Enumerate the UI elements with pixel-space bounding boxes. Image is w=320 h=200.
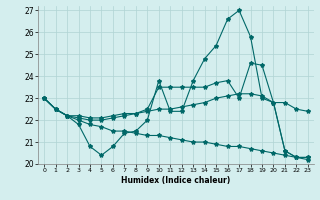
X-axis label: Humidex (Indice chaleur): Humidex (Indice chaleur) <box>121 176 231 185</box>
